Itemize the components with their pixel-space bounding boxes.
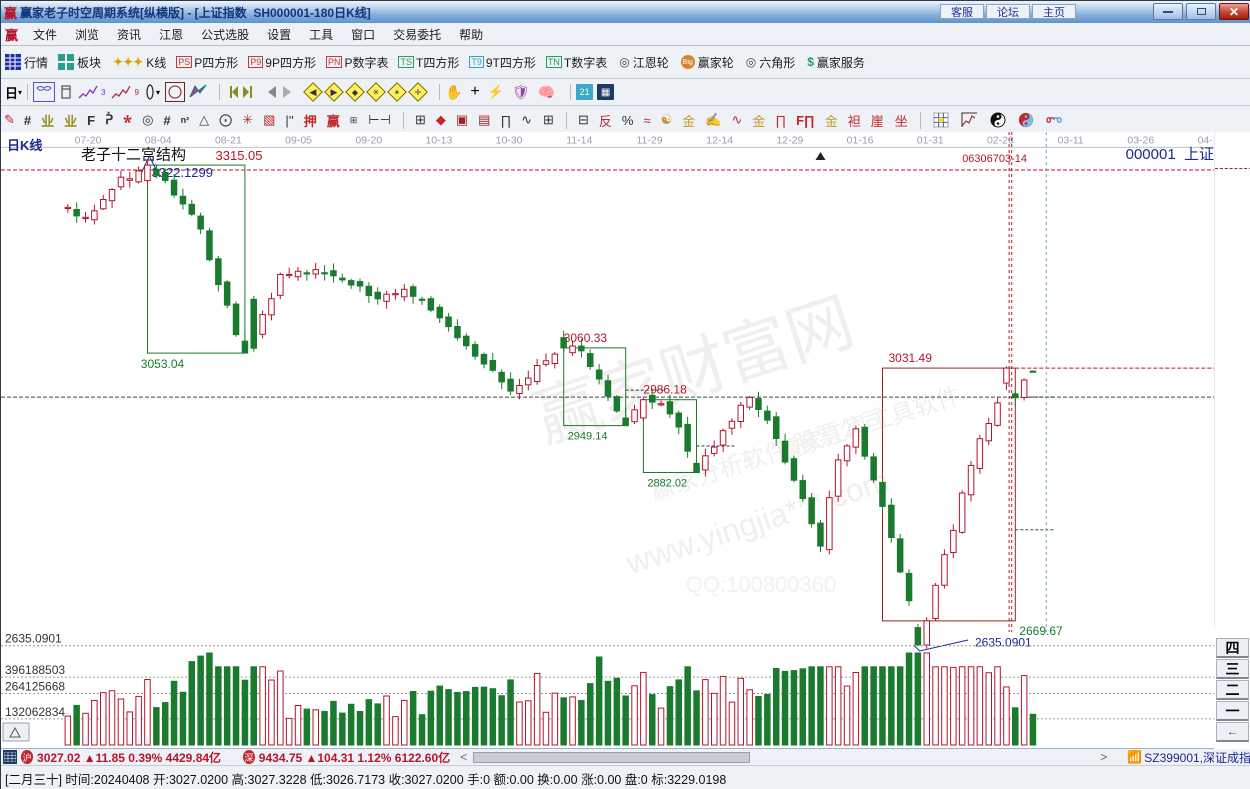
svg-text:264125668: 264125668 <box>5 680 65 694</box>
svg-text:11-29: 11-29 <box>636 134 662 146</box>
svg-text:日K线: 日K线 <box>7 138 42 153</box>
svg-text:10-13: 10-13 <box>425 134 452 146</box>
svg-text:老子十二宫结构: 老子十二宫结构 <box>81 147 186 164</box>
svg-text:3315.05: 3315.05 <box>216 148 263 163</box>
svg-text:2635.0901: 2635.0901 <box>5 632 62 646</box>
svg-text:11-14: 11-14 <box>566 134 592 146</box>
svg-text:12-29: 12-29 <box>776 134 803 146</box>
svg-text:2986.18: 2986.18 <box>643 383 687 397</box>
svg-text:10-30: 10-30 <box>496 134 523 146</box>
svg-text:08-21: 08-21 <box>215 134 242 146</box>
svg-text:2882.02: 2882.02 <box>647 478 687 490</box>
svg-text:09-20: 09-20 <box>355 134 382 146</box>
svg-text:01-16: 01-16 <box>847 134 874 146</box>
svg-text:132062834: 132062834 <box>5 705 65 719</box>
svg-text:04-10: 04-10 <box>1198 134 1214 146</box>
svg-text:03-11: 03-11 <box>1058 134 1084 146</box>
svg-text:06306703-14: 06306703-14 <box>962 153 1027 165</box>
svg-text:02-23: 02-23 <box>987 134 1014 146</box>
svg-text:3053.04: 3053.04 <box>141 357 185 371</box>
svg-text:2635.0901: 2635.0901 <box>975 636 1032 650</box>
svg-text:3031.49: 3031.49 <box>889 351 933 365</box>
svg-text:12-14: 12-14 <box>706 134 733 146</box>
svg-text:2949.14: 2949.14 <box>568 431 608 443</box>
svg-text:000001 上证指数: 000001 上证指数 <box>1126 146 1214 163</box>
svg-text:396188503: 396188503 <box>5 663 65 677</box>
svg-text:08-04: 08-04 <box>145 134 172 146</box>
svg-text:QQ:100800360: QQ:100800360 <box>686 572 836 597</box>
svg-text:09-05: 09-05 <box>285 134 312 146</box>
svg-text:03-26: 03-26 <box>1127 134 1154 146</box>
svg-text:07-20: 07-20 <box>75 134 102 146</box>
svg-text:3322.1299: 3322.1299 <box>152 165 213 180</box>
svg-text:3060.33: 3060.33 <box>564 331 608 345</box>
svg-text:01-31: 01-31 <box>917 134 944 146</box>
